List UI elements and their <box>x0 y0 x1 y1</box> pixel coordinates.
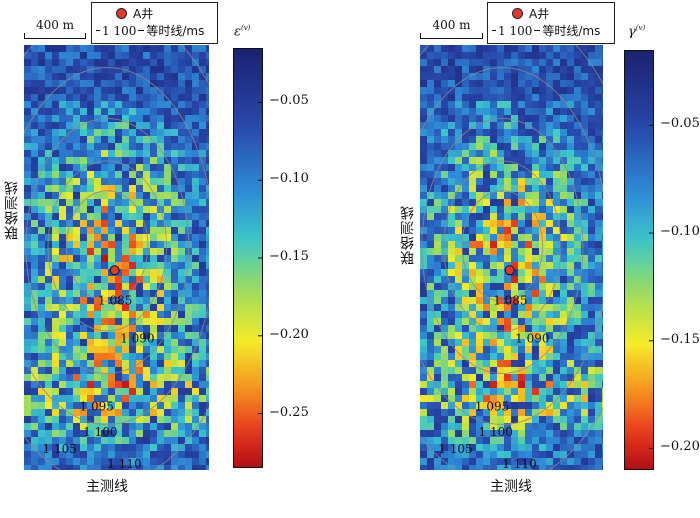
legend-well-row: A井 <box>96 4 213 22</box>
contour-label: 1 100 <box>479 425 513 439</box>
scale-bar-label: 400 m <box>432 18 471 32</box>
panel-epsilon: 1 085 1 090 1 095 1 100 1 105 1 110 400 m A井 … <box>4 2 309 495</box>
colorbar-gradient <box>624 50 654 470</box>
contour-label: 1 100 <box>83 425 117 439</box>
colorbar <box>233 48 263 472</box>
colorbar-tick-label: −0.05 <box>269 93 309 109</box>
legend-contour-desc: 等时线/ms <box>542 24 601 38</box>
legend-contour-desc: 等时线/ms <box>146 24 205 38</box>
x-axis-label: 主测线 <box>86 479 128 495</box>
contour-line-icon <box>492 30 496 31</box>
colorbar-gradient <box>233 48 263 468</box>
scale-bar-line <box>24 33 86 39</box>
colorbar-title: γ(v) <box>628 24 646 40</box>
scale-bar-label: 400 m <box>35 18 75 32</box>
contour-label: 1 105 <box>438 442 472 456</box>
contour-line-icon <box>138 30 145 31</box>
well-marker <box>504 265 515 276</box>
contour-label: 1 085 <box>493 293 527 307</box>
attribute-map-image: 1 085 1 090 1 095 1 100 1 105 1 110 <box>24 45 209 470</box>
colorbar <box>624 50 654 474</box>
map-legend: A井 1 100 等时线/ms <box>487 2 615 44</box>
contour-line-icon <box>534 30 541 31</box>
contour-label: 1 110 <box>502 457 536 470</box>
well-marker <box>109 265 120 276</box>
colorbar-tick-label: −0.05 <box>660 116 700 132</box>
contour-label: 1 105 <box>43 442 77 456</box>
legend-contour-value: 1 100 <box>498 23 533 38</box>
contour-label: 1 095 <box>475 400 509 414</box>
contour-label: 1 095 <box>80 400 114 414</box>
colorbar-tick-label: −0.25 <box>269 404 309 420</box>
contour-label: 1 090 <box>120 332 154 346</box>
legend-well-row: A井 <box>492 4 610 22</box>
contour-label: 1 090 <box>515 332 549 346</box>
well-marker-icon <box>116 7 127 19</box>
scale-bar-line <box>420 33 483 39</box>
legend-well-label: A井 <box>529 6 550 21</box>
contour-label: 1 110 <box>107 457 141 470</box>
contour-label: 1 085 <box>98 293 132 307</box>
legend-contour-value: 1 100 <box>102 23 137 38</box>
scale-bar: 400 m <box>420 18 483 39</box>
x-axis-label: 主测线 <box>490 479 532 495</box>
colorbar-tick-label: −0.20 <box>660 439 700 455</box>
colorbar-tick-label: −0.10 <box>269 171 309 187</box>
colorbar-tick-label: −0.15 <box>660 331 700 347</box>
legend-contour-row: 1 100 等时线/ms <box>492 22 610 39</box>
map-legend: A井 1 100 等时线/ms <box>91 2 218 44</box>
y-axis-label: 联络测线 <box>400 205 416 265</box>
colorbar-tick-label: −0.20 <box>269 326 309 342</box>
contour-line-icon <box>96 30 100 31</box>
attribute-map: 1 085 1 090 1 095 1 100 1 105 1 110 <box>24 45 209 470</box>
attribute-map-image: 1 085 1 090 1 095 1 100 1 105 1 110 <box>420 45 603 470</box>
attribute-map: 1 085 1 090 1 095 1 100 1 105 1 110 <box>420 45 603 470</box>
scale-bar: 400 m <box>24 18 86 39</box>
well-marker-icon <box>512 7 523 19</box>
legend-well-label: A井 <box>133 6 154 21</box>
colorbar-tick-label: −0.15 <box>269 249 309 264</box>
legend-contour-row: 1 100 等时线/ms <box>96 22 213 39</box>
colorbar-tick-label: −0.10 <box>660 224 700 240</box>
colorbar-title: ε(v) <box>234 24 251 40</box>
